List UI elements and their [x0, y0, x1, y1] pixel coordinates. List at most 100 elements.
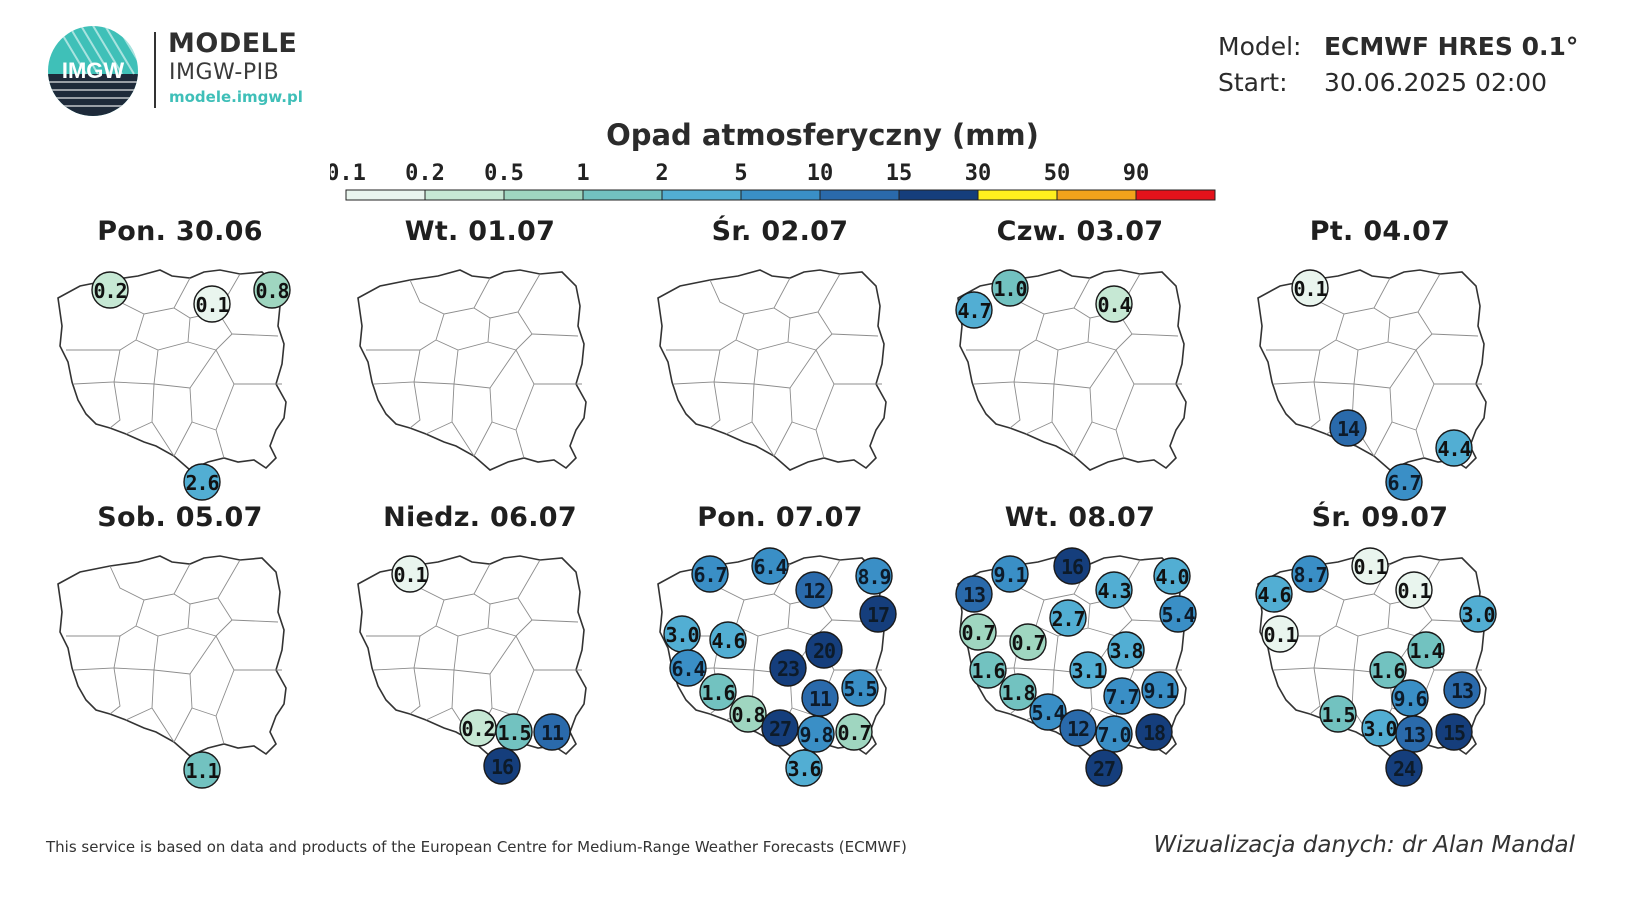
precip-bubble[interactable]: 15: [1435, 713, 1473, 751]
precip-bubble[interactable]: 6.7: [1385, 463, 1423, 501]
precip-bubble[interactable]: 3.8: [1107, 631, 1145, 669]
precip-bubble[interactable]: 0.7: [1009, 623, 1047, 661]
precip-bubble[interactable]: 17: [859, 595, 897, 633]
precip-bubble[interactable]: 13: [955, 575, 993, 613]
precip-bubble[interactable]: 4.3: [1095, 571, 1133, 609]
forecast-day-panel: Czw. 03.07 4.7 1.0 0.4: [930, 216, 1230, 516]
precip-bubble[interactable]: 11: [533, 713, 571, 751]
legend-tick-label: 0.5: [484, 161, 524, 186]
precip-bubble[interactable]: 1.6: [969, 651, 1007, 689]
poland-map: 8.7 0.1 4.6 0.1 3.0 0.1 1.41.6 13 9.6 1.5 3.0 13 15 2…: [1255, 547, 1497, 787]
precip-bubble[interactable]: 4.0: [1153, 557, 1191, 595]
precip-bubble[interactable]: 24: [1385, 749, 1423, 787]
precip-value: 0.1: [393, 563, 427, 587]
precip-bubble[interactable]: 1.6: [1369, 651, 1407, 689]
precip-bubble[interactable]: 0.7: [835, 713, 873, 751]
precip-bubble[interactable]: 0.2: [91, 271, 129, 309]
precip-bubble[interactable]: 11: [801, 679, 839, 717]
precip-bubble[interactable]: 4.6: [709, 621, 747, 659]
precip-bubble[interactable]: 3.1: [1069, 651, 1107, 689]
precip-bubble[interactable]: 13: [1395, 715, 1433, 753]
precip-bubble[interactable]: 7.7: [1103, 677, 1141, 715]
logo-text: IMGW: [62, 58, 125, 83]
precip-bubble[interactable]: 0.1: [1291, 269, 1329, 307]
precip-value: 27: [1093, 757, 1115, 781]
precip-bubble[interactable]: 1.5: [1319, 695, 1357, 733]
precip-bubble[interactable]: 0.8: [729, 695, 767, 733]
precip-circle: [761, 709, 799, 747]
precip-bubble[interactable]: 9.1: [1141, 671, 1179, 709]
precip-bubble[interactable]: 0.1: [391, 555, 429, 593]
precip-bubble[interactable]: 27: [1085, 749, 1123, 787]
precip-value: 4.7: [957, 299, 990, 323]
precip-bubble[interactable]: 16: [1053, 547, 1091, 585]
precip-value: 0.2: [93, 279, 126, 303]
precip-bubble[interactable]: 5.4: [1029, 693, 1067, 731]
precip-value: 9.1: [1143, 679, 1177, 703]
precip-bubble[interactable]: 6.4: [669, 649, 707, 687]
precip-bubble[interactable]: 0.1: [1395, 571, 1433, 609]
precip-bubble[interactable]: 0.2: [459, 709, 497, 747]
precip-bubble[interactable]: 3.0: [1459, 595, 1497, 633]
precip-bubble[interactable]: 6.7: [691, 555, 729, 593]
precip-bubble[interactable]: 4.4: [1435, 429, 1473, 467]
precip-bubble[interactable]: 1.0: [991, 269, 1029, 307]
precip-bubble[interactable]: 2.6: [183, 463, 221, 501]
day-date-label: Pon. 07.07: [697, 502, 863, 533]
precip-bubble[interactable]: 18: [1135, 713, 1173, 751]
precip-bubble[interactable]: 23: [769, 649, 807, 687]
region-border: [1431, 333, 1479, 337]
precip-bubble[interactable]: 4.7: [955, 291, 993, 329]
precip-circle: [699, 673, 737, 711]
precip-bubble[interactable]: 4.6: [1255, 575, 1293, 613]
precip-circle: [955, 291, 993, 329]
precip-bubble[interactable]: 3.0: [1361, 709, 1399, 747]
precip-bubble[interactable]: 8.7: [1291, 555, 1329, 593]
region-border: [109, 667, 121, 715]
precip-bubble[interactable]: 0.1: [193, 285, 231, 323]
precip-value: 0.2: [461, 717, 494, 741]
precip-bubble[interactable]: 8.9: [855, 557, 893, 595]
precip-bubble[interactable]: 5.5: [841, 669, 879, 707]
precip-bubble[interactable]: 9.1: [991, 555, 1029, 593]
brand-logo[interactable]: IMGW MODELE IMGW-PIB modele.imgw.pl: [46, 24, 303, 116]
brand-url-link[interactable]: modele.imgw.pl: [169, 88, 303, 106]
precip-bubble[interactable]: 3.6: [785, 749, 823, 787]
precip-bubble[interactable]: 16: [483, 747, 521, 785]
precip-bubble[interactable]: 27: [761, 709, 799, 747]
country-outline: [957, 269, 1187, 471]
precip-bubble[interactable]: 5.4: [1159, 595, 1197, 633]
precip-value: 2.6: [185, 471, 218, 495]
precip-bubble[interactable]: 1.1: [183, 751, 221, 789]
precip-bubble[interactable]: 1.6: [699, 673, 737, 711]
precip-circle: [183, 751, 221, 789]
precip-bubble[interactable]: 20: [805, 631, 843, 669]
precip-bubble[interactable]: 2.7: [1049, 599, 1087, 637]
precip-bubble[interactable]: 9.8: [797, 715, 835, 753]
region-border: [735, 317, 791, 351]
precip-value: 6.4: [671, 657, 705, 681]
precip-bubble[interactable]: 12: [1059, 709, 1097, 747]
precip-bubble[interactable]: 0.1: [1261, 615, 1299, 653]
precip-bubble[interactable]: 13: [1443, 671, 1481, 709]
precip-bubble[interactable]: 14: [1329, 409, 1367, 447]
precip-circle: [1291, 555, 1329, 593]
precip-bubble[interactable]: 3.0: [663, 615, 701, 653]
precip-bubble[interactable]: 0.8: [253, 271, 291, 309]
day-date-label: Czw. 03.07: [996, 216, 1164, 247]
model-label: Model:: [1218, 32, 1302, 61]
poland-map: 1.1: [57, 555, 287, 789]
precip-bubble[interactable]: 1.4: [1407, 631, 1445, 669]
precip-bubble[interactable]: 1.5: [495, 713, 533, 751]
precip-bubble[interactable]: 0.1: [1351, 547, 1389, 585]
precip-bubble[interactable]: 9.6: [1391, 679, 1429, 717]
precip-bubble[interactable]: 0.7: [959, 613, 997, 651]
precip-bubble[interactable]: 12: [795, 571, 833, 609]
region-border: [1115, 429, 1125, 459]
precip-bubble[interactable]: 0.4: [1095, 285, 1133, 323]
region-border: [473, 559, 541, 605]
precip-bubble[interactable]: 6.4: [751, 547, 789, 585]
precip-bubble[interactable]: 1.8: [999, 673, 1037, 711]
region-border: [531, 333, 579, 337]
precip-bubble[interactable]: 7.0: [1095, 715, 1133, 753]
